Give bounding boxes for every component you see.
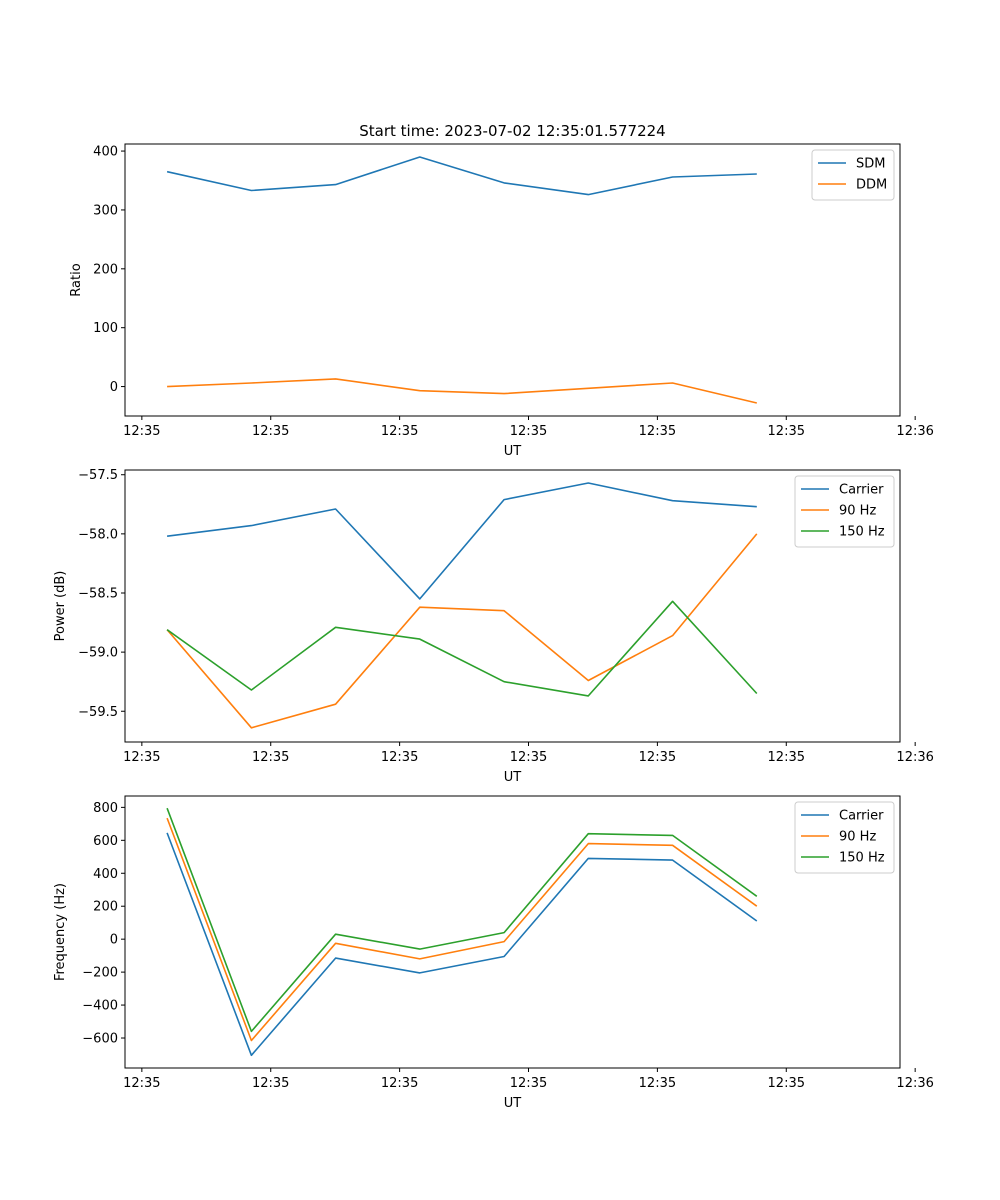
x-tick-label: 12:35 (252, 424, 289, 439)
series-line-90-hz (166, 817, 758, 1042)
y-tick-label: 600 (93, 834, 118, 849)
y-tick-label: −600 (82, 1032, 118, 1047)
x-tick-label: 12:35 (381, 750, 418, 765)
legend-box (794, 801, 895, 874)
series-line-sdm (166, 156, 757, 196)
x-axis-label: UT (504, 770, 522, 785)
x-tick-label: 12:35 (768, 1076, 805, 1091)
y-tick-label: 0 (110, 380, 118, 395)
y-tick-label: 800 (93, 801, 118, 816)
legend-label: 150 Hz (839, 851, 885, 866)
x-tick-label: 12:35 (123, 424, 160, 439)
y-tick-label: −58.0 (78, 527, 118, 542)
x-tick-label: 12:35 (639, 1076, 676, 1091)
x-tick-label: 12:35 (381, 1076, 418, 1091)
y-tick-label: −58.5 (78, 586, 118, 601)
y-tick-label: 100 (93, 321, 118, 336)
figure-title: Start time: 2023-07-02 12:35:01.577224 (359, 122, 665, 140)
y-axis-label: Frequency (Hz) (53, 883, 68, 981)
y-tick-label: 400 (93, 145, 118, 160)
series-line-ddm (167, 378, 757, 404)
x-tick-label: 12:36 (896, 424, 933, 439)
y-tick-label: −59.0 (78, 646, 118, 661)
x-tick-label: 12:35 (510, 750, 547, 765)
y-axis-label: Ratio (69, 263, 84, 296)
x-tick-label: 12:35 (123, 1076, 160, 1091)
axes-frame (124, 795, 901, 1069)
x-tick-label: 12:35 (252, 750, 289, 765)
frequency-panel: 12:35 12:35 12:35 12:35 12:35 12:35 12:36 −600 −… (53, 795, 934, 1111)
y-tick-label: −200 (82, 966, 118, 981)
x-tick-label: 12:35 (510, 1076, 547, 1091)
x-tick-label: 12:35 (639, 750, 676, 765)
ratio-panel: 12:35 12:35 12:35 12:35 12:35 12:35 12:36 0 100 2… (69, 143, 934, 459)
legend-label: DDM (856, 178, 887, 193)
legend-label: 90 Hz (839, 504, 876, 519)
y-tick-label: 0 (110, 933, 118, 948)
y-tick-label: −59.5 (78, 705, 118, 720)
x-tick-label: 12:35 (510, 424, 547, 439)
y-tick-label: 300 (93, 203, 118, 218)
y-tick-label: −57.5 (78, 468, 118, 483)
series-line-150-hz (166, 807, 758, 1033)
y-tick-label: 200 (93, 262, 118, 277)
series-line-carrier (166, 832, 758, 1057)
legend-label: Carrier (839, 483, 884, 498)
x-tick-label: 12:35 (123, 750, 160, 765)
x-axis-label: UT (504, 1096, 522, 1111)
series-line-150-hz (166, 600, 758, 697)
y-tick-label: 200 (93, 900, 118, 915)
x-tick-label: 12:35 (768, 424, 805, 439)
power-panel: 12:35 12:35 12:35 12:35 12:35 12:35 12:36 −59.5… (53, 468, 934, 785)
legend-label: 150 Hz (839, 525, 885, 540)
legend-label: Carrier (839, 809, 884, 824)
legend-label: 90 Hz (839, 830, 876, 845)
x-tick-label: 12:35 (768, 750, 805, 765)
y-tick-label: −400 (82, 999, 118, 1014)
x-tick-label: 12:36 (896, 750, 933, 765)
x-tick-label: 12:35 (639, 424, 676, 439)
y-tick-label: 400 (93, 867, 118, 882)
series-line-carrier (167, 482, 757, 600)
x-tick-label: 12:36 (896, 1076, 933, 1091)
x-axis-label: UT (504, 444, 522, 459)
x-tick-label: 12:35 (252, 1076, 289, 1091)
axes-frame (124, 469, 901, 743)
y-axis-label: Power (dB) (53, 571, 68, 642)
legend-box (794, 475, 895, 548)
x-tick-label: 12:35 (381, 424, 418, 439)
legend-label: SDM (856, 157, 885, 172)
series-line-90-hz (166, 533, 758, 729)
axes-frame (124, 143, 901, 417)
